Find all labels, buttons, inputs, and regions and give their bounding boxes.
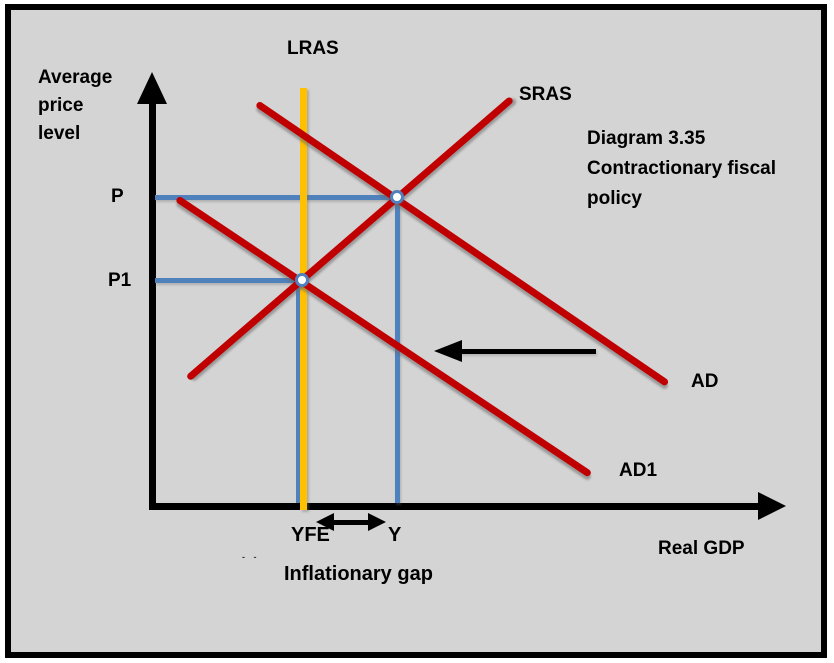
- x-axis-line: [149, 502, 758, 510]
- y-axis-label-line2: price: [38, 95, 84, 116]
- ad1-label: AD1: [619, 460, 658, 481]
- price-p-guide-line: [155, 194, 397, 200]
- ad-shift-arrow-shaft: [460, 348, 596, 354]
- y-axis-label: Average price level: [38, 64, 112, 148]
- caption-line1: Diagram 3.35: [587, 128, 706, 149]
- diagram-frame: [5, 4, 827, 658]
- caption-line3: policy: [587, 188, 642, 209]
- gap-arrow-left-head-icon: [316, 513, 334, 531]
- lras-label: LRAS: [287, 38, 339, 59]
- diagram-caption: Diagram 3.35 Contractionary fiscal polic…: [587, 124, 776, 214]
- equilibrium-point-ad-sras: [390, 190, 404, 204]
- ad-label: AD: [691, 371, 719, 392]
- y-axis-label-line3: level: [38, 123, 81, 144]
- sras-label: SRAS: [519, 84, 572, 105]
- ad-shift-arrowhead-icon: [434, 340, 462, 362]
- x-axis-arrowhead-icon: [758, 492, 786, 520]
- x-axis-label: Real GDP: [658, 538, 745, 559]
- caption-line2: Contractionary fiscal: [587, 158, 776, 179]
- output-y-label: Y: [388, 524, 402, 546]
- lras-curve: [299, 88, 307, 510]
- output-yfe-label: YFE: [291, 524, 330, 546]
- inflationary-gap-label: Inflationary gap: [284, 563, 433, 585]
- price-p-label: P: [111, 186, 124, 207]
- price-p1-guide-line: [155, 277, 302, 283]
- price-p1-label: P1: [108, 270, 132, 291]
- y-axis-label-line1: Average: [38, 67, 113, 88]
- stray-marks: - -: [242, 552, 260, 562]
- gap-arrow-right-head-icon: [368, 513, 386, 531]
- output-yfe-guide-line: [296, 280, 300, 503]
- gap-arrow-shaft: [332, 519, 370, 525]
- equilibrium-point-ad1-sras: [295, 273, 309, 287]
- y-axis-line: [148, 100, 156, 509]
- y-axis-arrowhead-icon: [137, 72, 167, 104]
